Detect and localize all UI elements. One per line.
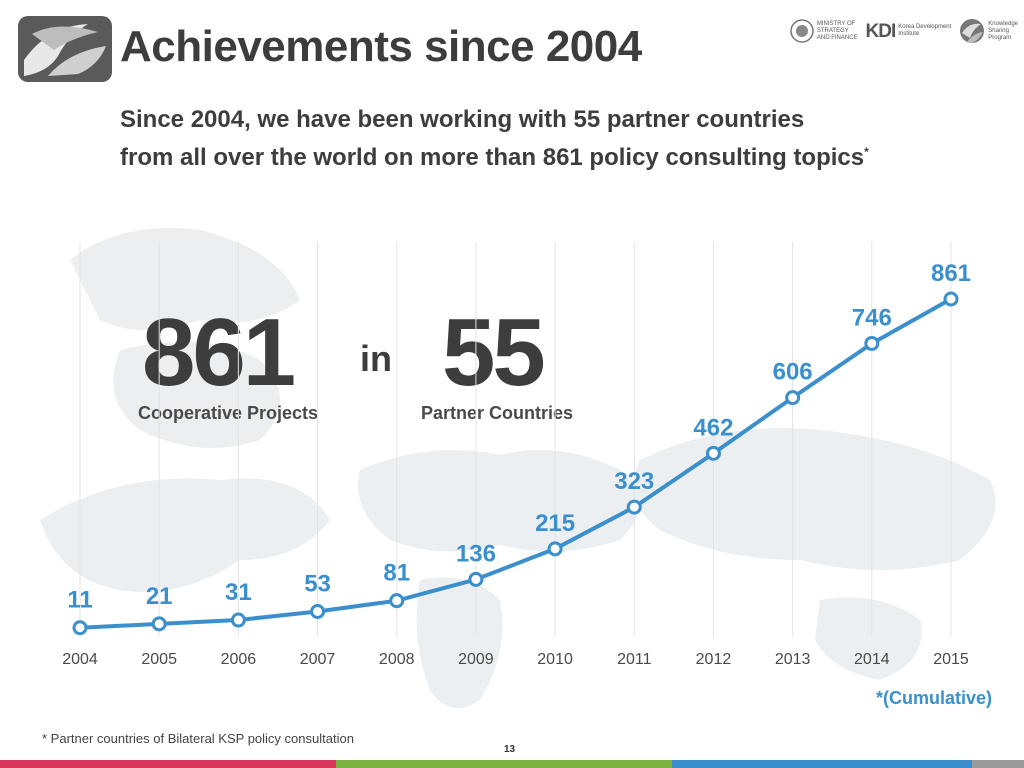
x-tick-2009: 2009 xyxy=(458,651,494,668)
ksp-name-line-3: Program xyxy=(988,34,1012,41)
ksp-name: Knowledge Sharing Program xyxy=(988,21,1018,42)
data-point-2011 xyxy=(626,499,642,515)
subtitle-line-2-text: from all over the world on more than 861… xyxy=(120,144,865,171)
data-label-2011: 323 xyxy=(614,468,654,495)
x-tick-2012: 2012 xyxy=(696,651,732,668)
bottom-bar-red xyxy=(0,760,336,768)
data-label-2009: 136 xyxy=(456,540,496,567)
data-label-2015: 861 xyxy=(931,260,971,287)
kdi-name: Korea Development Institute xyxy=(898,24,951,38)
kdi-mark: KDI xyxy=(865,20,897,42)
data-point-2012 xyxy=(705,445,721,461)
x-tick-2004: 2004 xyxy=(62,651,98,668)
x-tick-2014: 2014 xyxy=(854,651,890,668)
x-tick-2008: 2008 xyxy=(379,651,415,668)
ksp-name-line-2: Sharing xyxy=(988,27,1009,34)
chart-x-tick-labels: 2004 2005 2006 2007 2008 2009 2010 2011 2012 2013… xyxy=(62,651,969,668)
bottom-bar-green xyxy=(336,760,672,768)
cumulative-note: *(Cumulative) xyxy=(875,688,992,708)
ministry-name-line-3: AND FINANCE xyxy=(816,34,858,41)
bottom-bar-gray xyxy=(972,760,1024,768)
data-point-2006 xyxy=(230,612,246,628)
projects-count: 861 xyxy=(142,299,296,406)
x-tick-2011: 2011 xyxy=(617,651,652,668)
ministry-name-line-1: MINISTRY OF xyxy=(816,20,856,27)
data-point-2014 xyxy=(864,335,880,351)
ministry-name-line-2: STRATEGY xyxy=(816,27,849,34)
data-point-2010 xyxy=(547,541,563,557)
countries-label: Partner Countries xyxy=(421,403,574,423)
subtitle-line-2: from all over the world on more than 861… xyxy=(120,136,869,174)
footnote-mark: * xyxy=(864,145,869,159)
ksp-globe-icon xyxy=(960,19,985,43)
data-point-2013 xyxy=(785,390,801,406)
connector-word: in xyxy=(360,338,392,379)
x-tick-2006: 2006 xyxy=(221,651,257,668)
page-title: Achievements since 2004 xyxy=(120,22,642,71)
countries-count: 55 xyxy=(442,299,546,406)
chart-data-labels: 11 21 31 53 81 136 215 323 462 606 746 861 xyxy=(67,260,971,614)
subtitle-line-1: Since 2004, we have been working with 55… xyxy=(120,106,805,133)
data-label-2005: 21 xyxy=(146,583,173,610)
ksp-logo: Knowledge Sharing Program xyxy=(959,18,1018,44)
page-number: 13 xyxy=(504,744,516,755)
chart-points xyxy=(72,291,959,636)
footnote: * Partner countries of Bilateral KSP pol… xyxy=(42,731,354,746)
data-point-2004 xyxy=(72,620,88,636)
data-label-2004: 11 xyxy=(67,587,92,614)
data-label-2008: 81 xyxy=(383,560,410,587)
chart-gridlines xyxy=(79,242,952,636)
data-point-2008 xyxy=(389,593,405,609)
data-point-2009 xyxy=(468,571,484,587)
x-tick-2005: 2005 xyxy=(141,651,177,668)
data-label-2014: 746 xyxy=(852,304,892,331)
x-tick-2015: 2015 xyxy=(933,651,969,668)
ministry-name: MINISTRY OF STRATEGY AND FINANCE xyxy=(817,21,858,42)
x-tick-2010: 2010 xyxy=(537,651,573,668)
partner-logos: MINISTRY OF STRATEGY AND FINANCE KDI Kor… xyxy=(790,14,1018,48)
cumulative-projects-chart: 11 21 31 53 81 136 215 323 462 606 746 861 2004 2005… xyxy=(62,242,971,668)
ksp-name-line-1: Knowledge xyxy=(988,20,1018,27)
kdi-logo: KDI Korea Development Institute xyxy=(865,20,952,42)
bottom-color-bar xyxy=(0,760,1024,768)
series-line xyxy=(78,297,953,630)
data-point-2007 xyxy=(310,604,326,620)
kdi-name-line-2: Institute xyxy=(898,31,920,37)
data-point-2015 xyxy=(943,291,959,307)
kdi-name-line-1: Korea Development xyxy=(898,24,952,30)
x-tick-2013: 2013 xyxy=(775,651,811,668)
ministry-seal-icon xyxy=(790,19,814,43)
ksp-corner-logo xyxy=(18,16,112,82)
ministry-logo: MINISTRY OF STRATEGY AND FINANCE xyxy=(790,19,858,43)
page-subtitle: Since 2004, we have been working with 55… xyxy=(120,104,869,174)
x-tick-2007: 2007 xyxy=(300,651,336,668)
projects-label: Cooperative Projects xyxy=(138,403,319,423)
data-label-2013: 606 xyxy=(773,359,813,386)
data-label-2006: 31 xyxy=(225,579,252,606)
data-label-2012: 462 xyxy=(693,414,733,441)
data-point-2005 xyxy=(151,616,167,632)
data-label-2010: 215 xyxy=(535,510,575,537)
data-label-2007: 53 xyxy=(304,571,331,598)
bottom-bar-blue xyxy=(672,760,972,768)
